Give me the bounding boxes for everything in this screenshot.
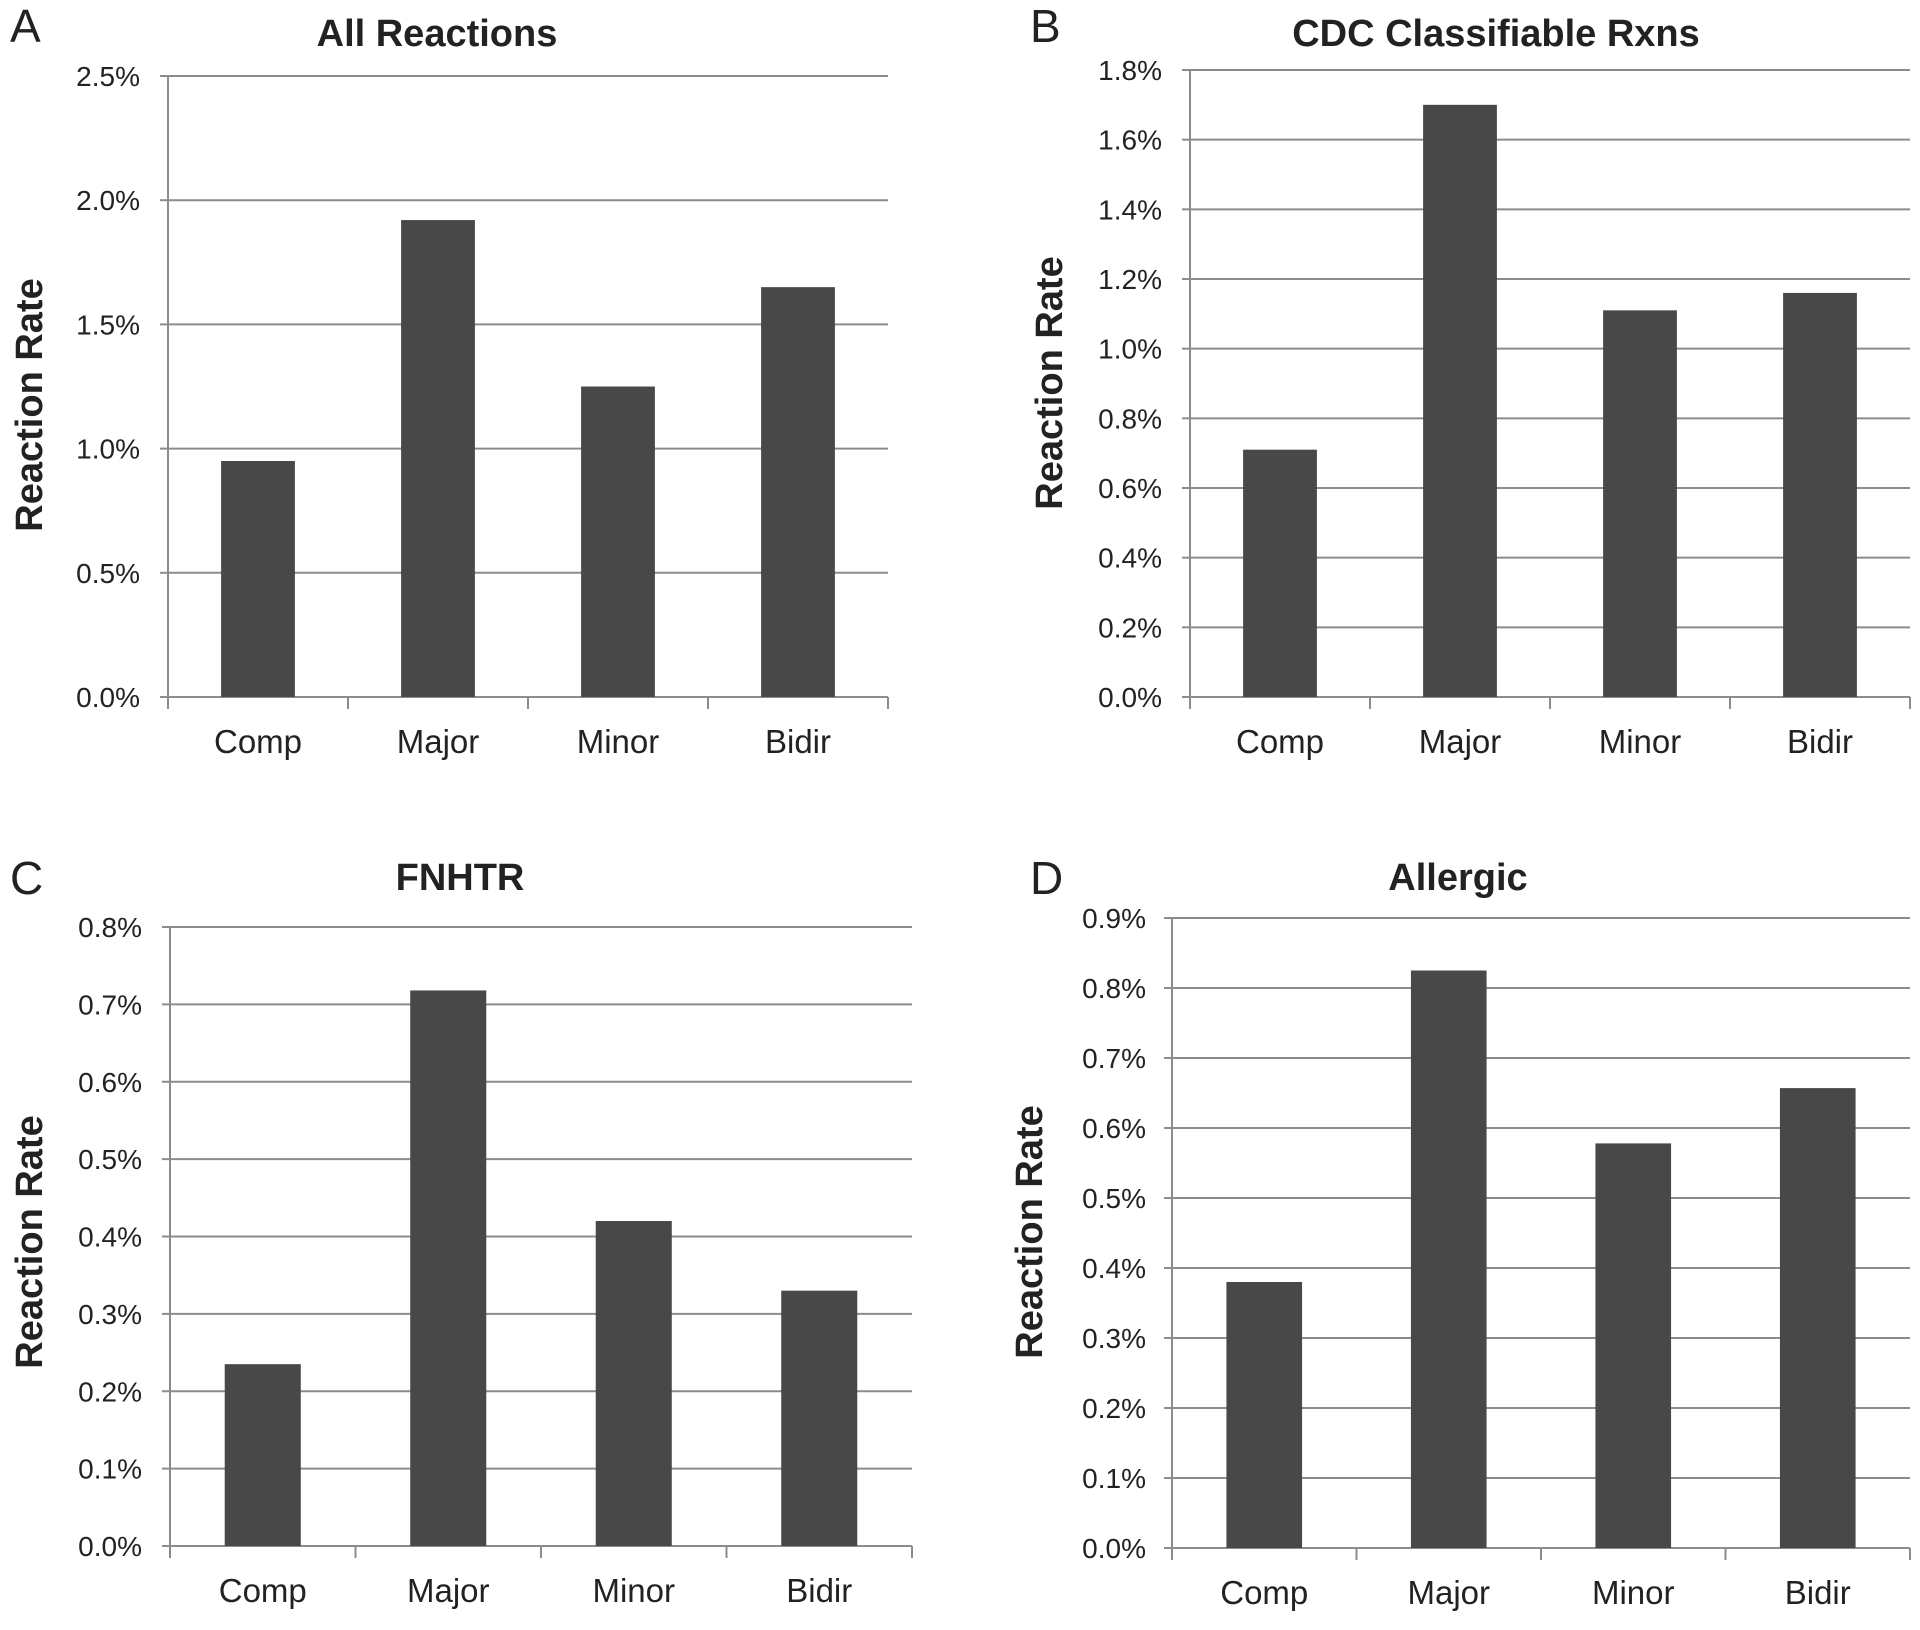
bar	[1783, 292, 1857, 697]
y-tick-label: 0.0%	[78, 1531, 142, 1562]
bar	[1603, 310, 1677, 697]
y-tick-label: 0.5%	[76, 558, 140, 589]
panel-letter: B	[1030, 0, 1061, 52]
y-tick-label: 0.6%	[1098, 473, 1162, 504]
x-tick-label: Bidir	[786, 1572, 852, 1609]
chart-panel-c: C FNHTR Reaction Rate 0.0% 0.1% 0.2% 0.3% 0.…	[9, 852, 913, 1609]
y-tick-label: 0.4%	[1082, 1253, 1146, 1284]
y-tick-label: 0.0%	[76, 682, 140, 713]
x-tick-label: Major	[397, 723, 480, 760]
x-tick-label: Comp	[214, 723, 302, 760]
y-tick-label: 0.5%	[1082, 1183, 1146, 1214]
bar	[1423, 104, 1497, 698]
bar	[410, 990, 487, 1546]
x-tick-label: Major	[1407, 1574, 1490, 1611]
x-tick-label: Minor	[592, 1572, 675, 1609]
y-tick-label: 2.5%	[76, 61, 140, 92]
y-tick-label: 0.2%	[78, 1376, 142, 1407]
y-axis-label: Reaction Rate	[9, 1115, 51, 1368]
y-tick-label: 0.8%	[1098, 403, 1162, 434]
x-tick-label: Minor	[1592, 1574, 1675, 1611]
chart-panel-a: A All Reactions Reaction Rate 0.0% 0.5% 1.…	[0, 0, 960, 815]
panel-letter: A	[10, 0, 41, 52]
panel-letter: C	[10, 852, 43, 904]
y-tick-label: 0.0%	[1098, 682, 1162, 713]
y-tick-label: 0.9%	[1082, 903, 1146, 934]
y-tick-label: 0.1%	[78, 1454, 142, 1485]
bar	[1243, 449, 1317, 697]
x-tick-label: Comp	[219, 1572, 307, 1609]
y-tick-label: 0.6%	[1082, 1113, 1146, 1144]
chart-title: CDC Classifiable Rxns	[1292, 13, 1700, 55]
y-tick-label: 0.7%	[1082, 1043, 1146, 1074]
y-tick-label: 0.2%	[1098, 612, 1162, 643]
x-tick-label: Bidir	[765, 723, 831, 760]
panel-letter: D	[1030, 852, 1063, 904]
y-tick-label: 1.2%	[1098, 264, 1162, 295]
y-tick-label: 1.4%	[1098, 194, 1162, 225]
bar	[401, 220, 475, 697]
y-tick-label: 0.4%	[78, 1222, 142, 1253]
y-tick-label: 0.6%	[78, 1067, 142, 1098]
bar	[781, 1290, 858, 1546]
y-axis-label: Reaction Rate	[1009, 1105, 1051, 1358]
bar	[761, 287, 835, 697]
x-tick-label: Major	[407, 1572, 490, 1609]
y-tick-label: 2.0%	[76, 185, 140, 216]
y-tick-label: 0.8%	[78, 912, 142, 943]
chart-svg-c: C FNHTR Reaction Rate 0.0% 0.1% 0.2% 0.3% 0.…	[9, 852, 913, 1609]
chart-title: FNHTR	[396, 857, 525, 899]
bar	[221, 461, 295, 697]
bar	[1410, 970, 1487, 1548]
x-tick-label: Bidir	[1787, 723, 1853, 760]
x-tick-label: Bidir	[1785, 1574, 1851, 1611]
y-tick-label: 0.3%	[78, 1299, 142, 1330]
bar	[1226, 1282, 1303, 1548]
y-tick-label: 1.8%	[1098, 55, 1162, 86]
y-tick-label: 1.0%	[1098, 334, 1162, 365]
x-tick-label: Comp	[1220, 1574, 1308, 1611]
y-tick-label: 0.0%	[1082, 1533, 1146, 1564]
y-tick-label: 0.7%	[78, 989, 142, 1020]
chart-svg-a: A All Reactions Reaction Rate 0.0% 0.5% 1.…	[9, 0, 889, 760]
x-tick-label: Minor	[1599, 723, 1682, 760]
y-tick-label: 0.3%	[1082, 1323, 1146, 1354]
y-tick-label: 0.8%	[1082, 973, 1146, 1004]
y-tick-label: 0.4%	[1098, 543, 1162, 574]
y-tick-label: 1.0%	[76, 434, 140, 465]
chart-title: Allergic	[1388, 857, 1527, 899]
y-tick-label: 1.5%	[76, 309, 140, 340]
bar	[595, 1221, 672, 1546]
y-axis-label: Reaction Rate	[1029, 256, 1071, 509]
y-tick-label: 0.1%	[1082, 1463, 1146, 1494]
x-tick-label: Minor	[577, 723, 660, 760]
chart-panel-b: B CDC Classifiable Rxns Reaction Rate 0.…	[1029, 0, 1911, 760]
chart-title: All Reactions	[317, 13, 558, 55]
x-tick-label: Comp	[1236, 723, 1324, 760]
y-tick-label: 0.5%	[78, 1144, 142, 1175]
x-tick-label: Major	[1419, 723, 1502, 760]
y-tick-label: 1.6%	[1098, 125, 1162, 156]
y-axis-label: Reaction Rate	[9, 278, 51, 531]
bar	[224, 1364, 301, 1546]
bar	[1595, 1143, 1672, 1548]
y-tick-label: 0.2%	[1082, 1393, 1146, 1424]
bar	[1779, 1088, 1856, 1548]
chart-svg-b: B CDC Classifiable Rxns Reaction Rate 0.…	[1029, 0, 1911, 760]
bar	[581, 386, 655, 697]
